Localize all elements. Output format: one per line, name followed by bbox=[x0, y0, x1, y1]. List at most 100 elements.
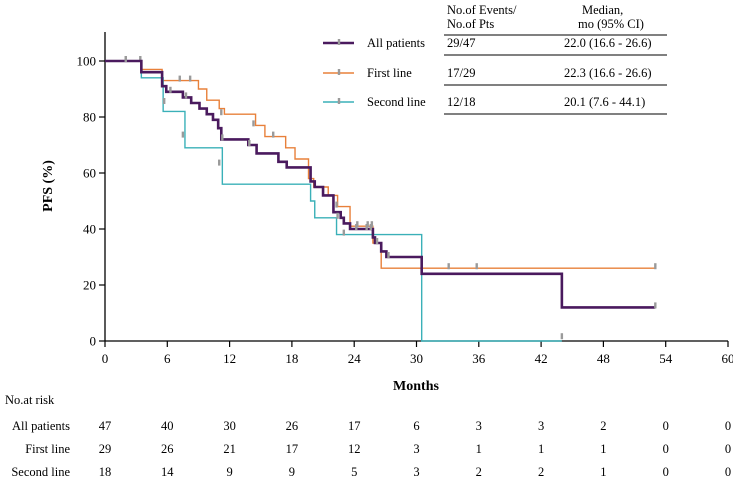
censor-mark bbox=[654, 263, 657, 270]
risk-value: 29 bbox=[99, 442, 112, 456]
risk-value: 47 bbox=[99, 419, 112, 433]
risk-value: 2 bbox=[476, 465, 482, 479]
risk-value: 17 bbox=[348, 419, 361, 433]
risk-value: 9 bbox=[226, 465, 232, 479]
y-tick-label: 60 bbox=[83, 166, 96, 181]
censor-mark bbox=[369, 224, 373, 230]
x-tick-label: 18 bbox=[285, 351, 298, 366]
censor-mark bbox=[560, 333, 564, 340]
risk-value: 0 bbox=[663, 465, 669, 479]
risk-value: 1 bbox=[600, 465, 606, 479]
curve-second-line bbox=[105, 60, 562, 342]
series-all-patients bbox=[105, 56, 657, 309]
legend: No.of Events/ No.of Pts Median, mo (95% … bbox=[323, 3, 667, 115]
legend-events-all-patients: 29/47 bbox=[447, 36, 475, 50]
censor-mark bbox=[387, 252, 390, 258]
risk-value: 0 bbox=[725, 442, 731, 456]
censor-mark bbox=[221, 134, 224, 141]
series-second-line bbox=[105, 60, 564, 342]
risk-value: 12 bbox=[348, 442, 361, 456]
legend-censor-mark bbox=[337, 69, 341, 75]
y-tick-label: 0 bbox=[90, 334, 97, 349]
censor-mark bbox=[447, 263, 450, 270]
x-tick-label: 0 bbox=[102, 351, 109, 366]
risk-value: 3 bbox=[538, 419, 544, 433]
series-first-line bbox=[105, 56, 657, 270]
risk-value: 0 bbox=[663, 442, 669, 456]
risk-value: 5 bbox=[351, 465, 357, 479]
x-tick-label: 60 bbox=[722, 351, 733, 366]
legend-events-first-line: 17/29 bbox=[447, 66, 475, 80]
risk-value: 26 bbox=[286, 419, 299, 433]
x-tick-label: 54 bbox=[659, 351, 673, 366]
curve-all-patients bbox=[105, 59, 656, 309]
legend-median-all-patients: 22.0 (16.6 - 26.6) bbox=[564, 36, 652, 50]
risk-value: 2 bbox=[538, 465, 544, 479]
risk-value: 14 bbox=[161, 465, 174, 479]
legend-events-second-line: 12/18 bbox=[447, 95, 475, 109]
y-tick-label: 100 bbox=[77, 54, 97, 69]
risk-table-header: No.at risk bbox=[5, 393, 55, 407]
censor-mark bbox=[178, 75, 181, 82]
risk-value: 40 bbox=[161, 419, 174, 433]
x-axis-label: Months bbox=[393, 379, 439, 394]
risk-value: 3 bbox=[476, 419, 482, 433]
risk-value: 18 bbox=[99, 465, 112, 479]
risk-value: 9 bbox=[289, 465, 295, 479]
x-tick-label: 30 bbox=[410, 351, 423, 366]
legend-label-second-line: Second line bbox=[367, 95, 426, 109]
risk-row-label-second-line: Second line bbox=[11, 465, 70, 479]
legend-censor-mark bbox=[337, 98, 341, 104]
risk-value: 2 bbox=[600, 419, 606, 433]
x-tick-label: 42 bbox=[535, 351, 548, 366]
censor-mark bbox=[335, 201, 338, 208]
censor-mark bbox=[181, 131, 185, 138]
risk-value: 30 bbox=[223, 419, 236, 433]
censor-mark bbox=[188, 75, 192, 82]
risk-value: 6 bbox=[413, 419, 419, 433]
censor-mark bbox=[248, 140, 251, 146]
legend-header-ci: mo (95% CI) bbox=[578, 17, 644, 31]
risk-value: 0 bbox=[663, 419, 669, 433]
risk-value: 26 bbox=[161, 442, 174, 456]
censor-mark bbox=[375, 238, 379, 244]
y-tick-label: 20 bbox=[83, 278, 96, 293]
risk-value: 1 bbox=[476, 442, 482, 456]
risk-value: 0 bbox=[725, 465, 731, 479]
x-tick-label: 48 bbox=[597, 351, 610, 366]
x-tick-label: 24 bbox=[348, 351, 362, 366]
legend-header-events: No.of Events/ bbox=[447, 3, 517, 17]
legend-header-pts: No.of Pts bbox=[447, 17, 494, 31]
censor-mark bbox=[252, 120, 255, 127]
censor-mark bbox=[336, 212, 339, 219]
risk-value: 1 bbox=[538, 442, 544, 456]
risk-value: 17 bbox=[286, 442, 299, 456]
censor-mark bbox=[218, 159, 221, 166]
censor-mark bbox=[184, 92, 188, 99]
censor-mark bbox=[162, 98, 166, 104]
legend-median-second-line: 20.1 (7.6 - 44.1) bbox=[564, 95, 645, 109]
censor-mark bbox=[139, 56, 142, 62]
risk-value: 0 bbox=[725, 419, 731, 433]
x-tick-label: 36 bbox=[472, 351, 486, 366]
legend-header-median: Median, bbox=[582, 3, 623, 17]
legend-median-first-line: 22.3 (16.6 - 26.6) bbox=[564, 66, 652, 80]
censor-mark bbox=[124, 56, 127, 62]
censor-mark bbox=[654, 302, 657, 309]
censor-mark bbox=[169, 86, 172, 93]
censor-mark bbox=[342, 229, 346, 236]
censor-mark bbox=[355, 224, 358, 230]
curve-first-line bbox=[105, 60, 656, 269]
legend-label-all-patients: All patients bbox=[367, 36, 425, 50]
censor-mark bbox=[272, 131, 275, 138]
censor-mark bbox=[475, 263, 478, 270]
risk-value: 3 bbox=[413, 442, 419, 456]
x-tick-label: 6 bbox=[164, 351, 171, 366]
risk-row-label-first-line: First line bbox=[25, 442, 70, 456]
x-tick-label: 12 bbox=[223, 351, 236, 366]
risk-row-label-all-patients: All patients bbox=[12, 419, 70, 433]
censor-mark bbox=[365, 224, 368, 230]
risk-value: 21 bbox=[223, 442, 236, 456]
